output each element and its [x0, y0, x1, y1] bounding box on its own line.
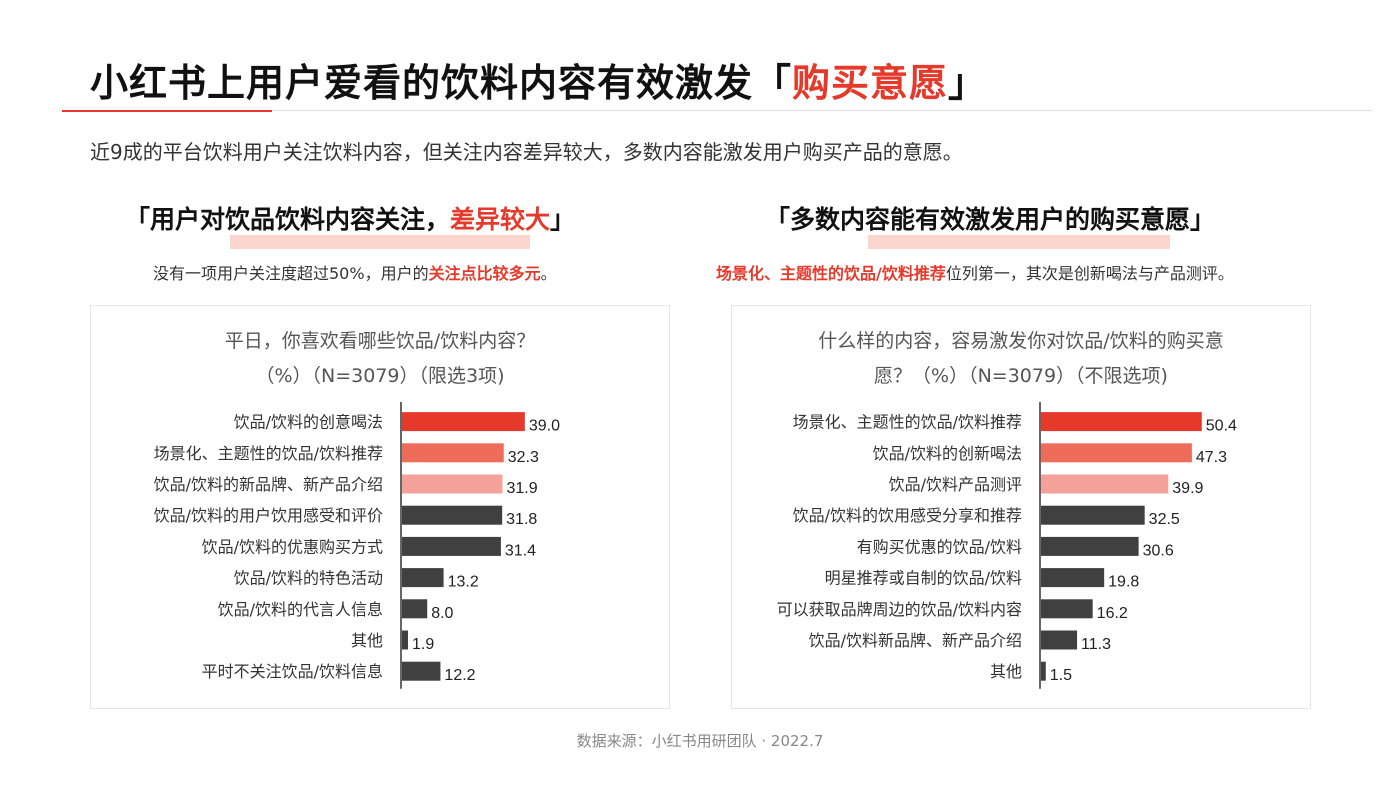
right-chart-panel: 什么样的内容，容易激发你对饮品/饮料的购买意 愿？（%）（N=3079）（不限选…	[731, 305, 1311, 709]
data-source: 数据来源：小红书用研团队 · 2022.7	[576, 732, 824, 750]
category-label: 场景化、主题性的饮品/饮料推荐	[793, 413, 1022, 432]
category-label: 饮品/饮料的创意喝法	[234, 413, 383, 432]
title-divider	[272, 110, 1372, 111]
bar	[402, 661, 441, 681]
right-chart-title-line2: 愿？（%）（N=3079）（不限选项)	[874, 365, 1168, 387]
category-label: 饮品/饮料产品测评	[889, 475, 1022, 494]
bar	[1041, 599, 1093, 619]
data-label: 47.3	[1196, 449, 1227, 466]
data-label: 12.2	[444, 667, 475, 684]
left-chart-panel: 平日，你喜欢看哪些饮品/饮料内容？ （%）（N=3079）（限选3项) 饮品/饮…	[90, 305, 670, 709]
category-label: 饮品/饮料的代言人信息	[218, 600, 383, 619]
data-label: 31.9	[506, 480, 537, 497]
bar	[1041, 474, 1169, 494]
data-label: 1.5	[1050, 667, 1072, 684]
category-label: 饮品/饮料的用户饮用感受和评价	[154, 506, 383, 525]
category-label: 饮品/饮料的创新喝法	[873, 444, 1022, 463]
bar	[402, 412, 525, 432]
bar	[402, 568, 444, 588]
data-label: 30.6	[1143, 542, 1174, 559]
left-heading-underline	[230, 235, 530, 249]
data-label: 31.8	[506, 511, 537, 528]
bar	[1041, 443, 1192, 463]
data-label: 19.8	[1108, 574, 1139, 591]
bar	[402, 505, 503, 525]
right-chart-title-line1: 什么样的内容，容易激发你对饮品/饮料的购买意	[818, 330, 1224, 352]
right-bar-chart: 场景化、主题性的饮品/饮料推荐 50.4 饮品/饮料的创新喝法 47.3 饮品/饮料产品…	[777, 402, 1237, 689]
data-label: 1.9	[412, 636, 434, 653]
bar	[1041, 568, 1105, 588]
data-label: 39.0	[529, 418, 560, 435]
data-label: 11.3	[1081, 636, 1111, 653]
data-label: 16.2	[1097, 605, 1128, 622]
category-label: 饮品/饮料的特色活动	[234, 569, 383, 588]
right-heading: 「多数内容能有效激发用户的购买意愿」	[765, 205, 1216, 234]
bar	[1041, 412, 1202, 432]
bar	[1041, 505, 1145, 525]
bar	[402, 630, 408, 650]
category-label: 饮品/饮料的新品牌、新产品介绍	[154, 475, 383, 494]
bar	[402, 599, 428, 619]
right-heading-underline	[868, 235, 1170, 249]
bar	[402, 536, 501, 556]
data-label: 32.3	[508, 449, 539, 466]
category-label: 明星推荐或自制的饮品/饮料	[825, 569, 1022, 588]
data-label: 32.5	[1149, 511, 1180, 528]
bar	[1041, 630, 1078, 650]
category-label: 饮品/饮料的饮用感受分享和推荐	[793, 506, 1022, 525]
category-label: 场景化、主题性的饮品/饮料推荐	[154, 444, 383, 463]
category-label: 饮品/饮料的优惠购买方式	[202, 537, 383, 556]
page-subtitle: 近9成的平台饮料用户关注饮料内容，但关注内容差异较大，多数内容能激发用户购买产品…	[90, 140, 963, 164]
title-accent-rule	[62, 110, 272, 112]
category-label: 平时不关注饮品/饮料信息	[202, 662, 383, 681]
left-heading: 「用户对饮品饮料内容关注，差异较大」	[125, 205, 576, 234]
bar	[1041, 661, 1046, 681]
data-label: 39.9	[1172, 480, 1203, 497]
data-label: 50.4	[1206, 418, 1237, 435]
page-title: 小红书上用户爱看的饮料内容有效激发「购买意愿」	[90, 61, 988, 105]
bar	[402, 443, 504, 463]
category-label: 可以获取品牌周边的饮品/饮料内容	[777, 600, 1022, 619]
title-highlight: 购买意愿	[792, 61, 949, 105]
left-bar-chart: 饮品/饮料的创意喝法 39.0 场景化、主题性的饮品/饮料推荐 32.3 饮品/饮料的新…	[154, 402, 560, 689]
category-label: 其他	[351, 631, 383, 650]
bar	[402, 474, 503, 494]
category-label: 饮品/饮料新品牌、新产品介绍	[809, 631, 1022, 650]
data-label: 31.4	[505, 542, 536, 559]
left-chart-title-line1: 平日，你喜欢看哪些饮品/饮料内容？	[224, 330, 536, 352]
left-subheading: 没有一项用户关注度超过50%，用户的关注点比较多元。	[153, 264, 557, 283]
left-chart-title-line2: （%）（N=3079）（限选3项)	[255, 365, 505, 387]
data-label: 8.0	[431, 605, 453, 622]
bar	[1041, 536, 1139, 556]
data-label: 13.2	[448, 574, 479, 591]
category-label: 其他	[990, 662, 1022, 681]
right-subheading: 场景化、主题性的饮品/饮料推荐位列第一，其次是创新喝法与产品测评。	[716, 264, 1234, 283]
category-label: 有购买优惠的饮品/饮料	[857, 537, 1022, 556]
